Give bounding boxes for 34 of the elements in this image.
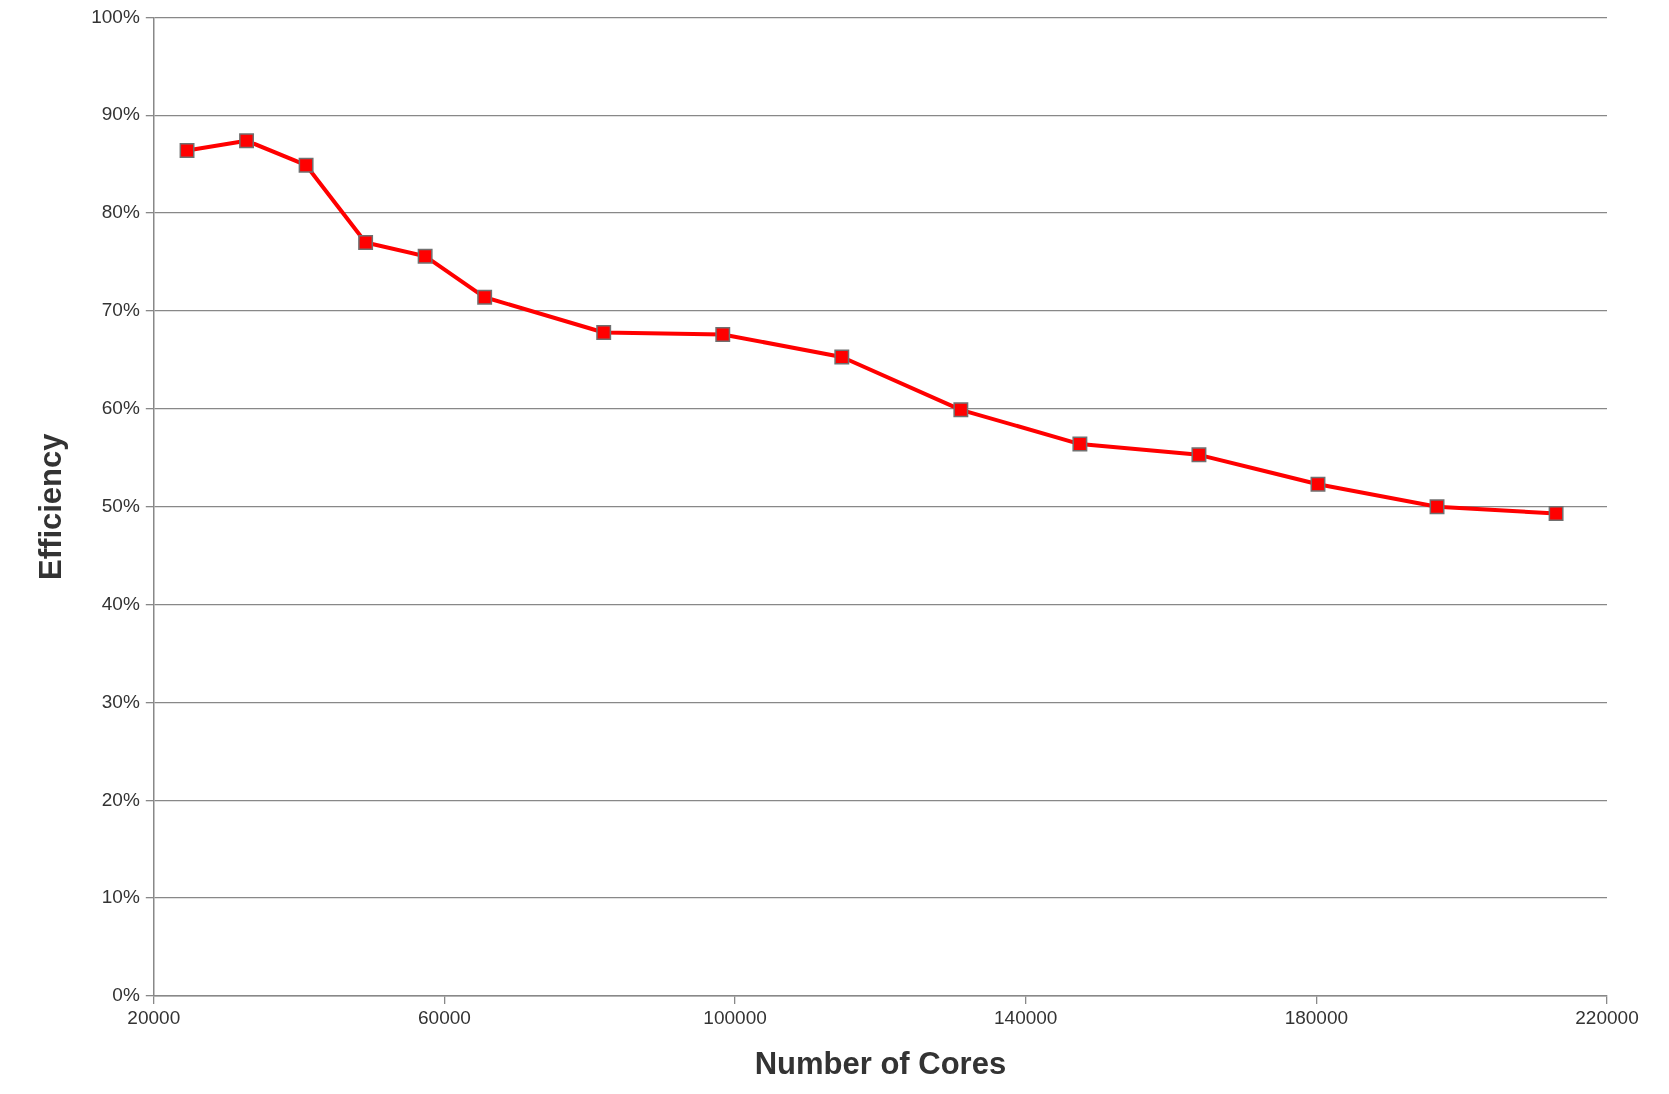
point: [239, 133, 255, 149]
point: [596, 325, 612, 340]
point: [1072, 436, 1088, 452]
y-tick-label: 0%: [112, 984, 140, 1006]
x-tick-label: 180000: [1284, 1006, 1349, 1028]
point: [298, 157, 314, 173]
point: [1429, 499, 1445, 515]
y-tick-label: 80%: [101, 201, 140, 223]
point: [417, 248, 433, 264]
x-axis-title: Number of Cores: [754, 1045, 1007, 1081]
y-tick-label: 90%: [101, 103, 140, 125]
y-tick-label: 20%: [101, 788, 140, 810]
x-tick-label: 20000: [127, 1006, 181, 1028]
point: [179, 143, 195, 158]
point: [715, 327, 731, 342]
y-axis-title: Efficiency: [33, 432, 69, 580]
point: [1548, 506, 1564, 522]
x-tick-label: 140000: [994, 1006, 1058, 1028]
y-tick-label: 40%: [101, 592, 140, 614]
y-tick-label: 100%: [91, 5, 140, 27]
y-tick-label: 60%: [101, 397, 140, 419]
y-tick-label: 10%: [101, 886, 140, 908]
x-tick-label: 60000: [418, 1006, 471, 1028]
y-tick-label: 30%: [101, 690, 140, 712]
point: [1191, 447, 1207, 463]
point: [1310, 476, 1326, 492]
point: [953, 402, 969, 418]
point: [477, 289, 493, 305]
y-tick-label: 70%: [101, 299, 140, 321]
x-tick-label: 220000: [1575, 1006, 1639, 1028]
x-tick-label: 100000: [703, 1006, 767, 1028]
point: [358, 235, 374, 250]
point: [834, 349, 850, 365]
y-tick-label: 50%: [101, 494, 140, 516]
